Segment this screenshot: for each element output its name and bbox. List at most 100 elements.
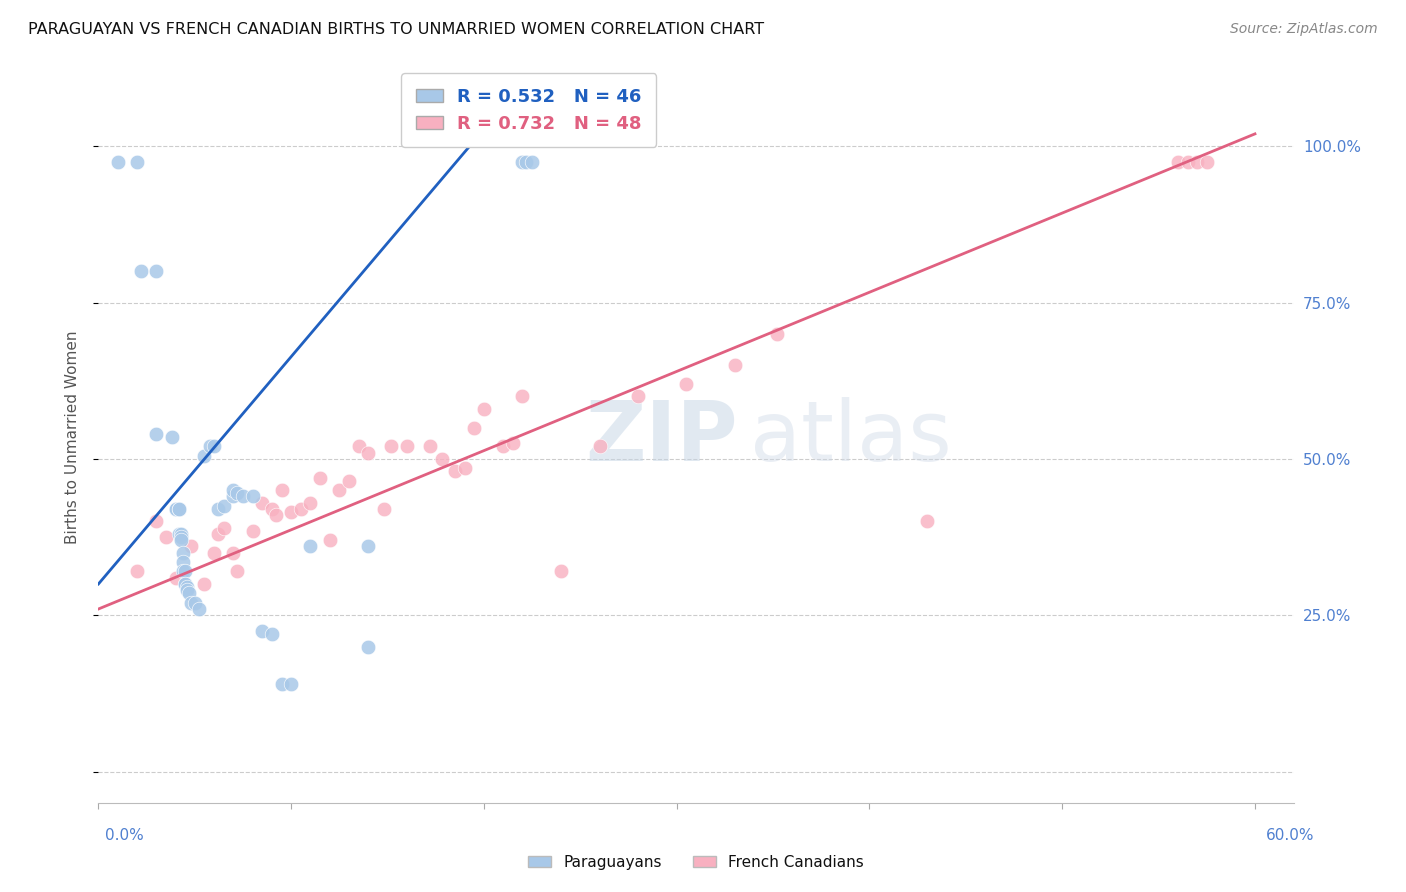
Point: [212, 499, 235, 513]
Point: [299, 540, 322, 554]
Point: [357, 640, 380, 654]
Point: [202, 440, 225, 454]
Point: [207, 502, 229, 516]
Point: [165, 571, 187, 585]
Point: [515, 155, 537, 169]
Point: [184, 596, 207, 610]
Point: [222, 546, 245, 560]
Point: [357, 540, 380, 554]
Text: Source: ZipAtlas.com: Source: ZipAtlas.com: [1230, 22, 1378, 37]
Point: [172, 565, 194, 579]
Point: [260, 502, 283, 516]
Point: [242, 490, 264, 504]
Point: [193, 577, 215, 591]
Point: [472, 401, 495, 416]
Point: [1195, 155, 1218, 169]
Point: [169, 527, 191, 541]
Point: [165, 502, 187, 516]
Point: [172, 546, 194, 560]
Point: [280, 505, 302, 519]
Point: [176, 580, 198, 594]
Point: [212, 521, 235, 535]
Point: [169, 502, 191, 516]
Point: [299, 496, 322, 510]
Point: [177, 586, 200, 600]
Point: [174, 577, 197, 591]
Point: [264, 508, 287, 523]
Point: [328, 483, 350, 498]
Point: [226, 565, 249, 579]
Point: [174, 565, 197, 579]
Point: [270, 483, 292, 498]
Point: [193, 449, 215, 463]
Point: [588, 440, 610, 454]
Point: [125, 155, 148, 169]
Point: [309, 471, 332, 485]
Point: [200, 440, 222, 454]
Point: [373, 502, 395, 516]
Point: [207, 527, 229, 541]
Point: [430, 452, 453, 467]
Point: [260, 627, 283, 641]
Point: [723, 358, 745, 372]
Text: 60.0%: 60.0%: [1267, 829, 1315, 843]
Point: [512, 389, 534, 403]
Point: [319, 533, 342, 548]
Legend: Paraguayans, French Canadians: Paraguayans, French Canadians: [522, 848, 870, 876]
Point: [270, 677, 292, 691]
Point: [170, 530, 193, 544]
Point: [125, 565, 148, 579]
Point: [160, 430, 183, 444]
Point: [176, 583, 198, 598]
Text: atlas: atlas: [749, 397, 952, 477]
Point: [107, 155, 129, 169]
Point: [453, 461, 475, 475]
Point: [180, 596, 202, 610]
Point: [1177, 155, 1199, 169]
Text: PARAGUAYAN VS FRENCH CANADIAN BIRTHS TO UNMARRIED WOMEN CORRELATION CHART: PARAGUAYAN VS FRENCH CANADIAN BIRTHS TO …: [28, 22, 765, 37]
Point: [347, 440, 370, 454]
Point: [222, 483, 245, 498]
Point: [380, 440, 402, 454]
Point: [232, 490, 254, 504]
Point: [627, 389, 650, 403]
Point: [520, 155, 543, 169]
Point: [174, 577, 197, 591]
Point: [1167, 155, 1189, 169]
Point: [357, 446, 380, 460]
Point: [145, 264, 167, 278]
Point: [180, 540, 202, 554]
Text: ZIP: ZIP: [585, 397, 738, 477]
Point: [222, 490, 245, 504]
Point: [172, 555, 194, 569]
Point: [492, 440, 515, 454]
Point: [165, 502, 187, 516]
Point: [444, 465, 467, 479]
Point: [290, 502, 312, 516]
Point: [187, 602, 209, 616]
Point: [242, 524, 264, 538]
Y-axis label: Births to Unmarried Women: Births to Unmarried Women: [65, 330, 80, 544]
Point: [129, 264, 152, 278]
Point: [170, 527, 193, 541]
Point: [280, 677, 302, 691]
Point: [202, 546, 225, 560]
Point: [395, 440, 418, 454]
Point: [675, 376, 697, 391]
Point: [155, 530, 177, 544]
Point: [419, 440, 441, 454]
Text: 0.0%: 0.0%: [105, 829, 145, 843]
Point: [170, 533, 193, 548]
Point: [1185, 155, 1208, 169]
Point: [337, 474, 360, 488]
Point: [252, 624, 274, 638]
Point: [463, 420, 485, 434]
Point: [512, 155, 534, 169]
Point: [169, 502, 191, 516]
Point: [550, 565, 572, 579]
Point: [226, 486, 249, 500]
Point: [502, 436, 524, 450]
Point: [145, 426, 167, 441]
Point: [766, 326, 789, 341]
Point: [145, 515, 167, 529]
